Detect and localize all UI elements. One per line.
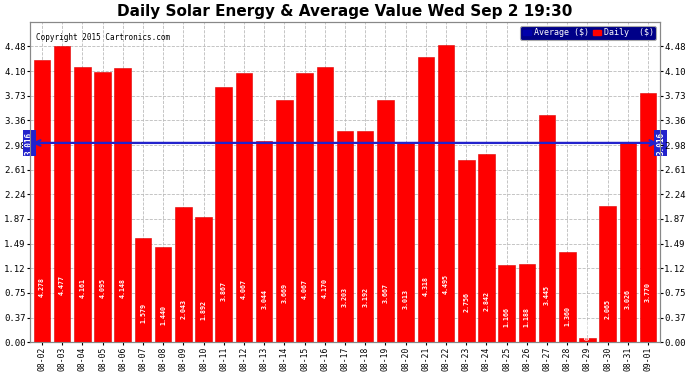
Bar <box>256 141 273 342</box>
Bar <box>377 100 394 342</box>
Text: 0.060: 0.060 <box>584 320 591 340</box>
Text: 3.013: 3.013 <box>402 289 408 309</box>
Text: 4.067: 4.067 <box>302 279 308 298</box>
Bar <box>95 72 111 342</box>
Text: 3.669: 3.669 <box>282 283 288 303</box>
Text: 2.756: 2.756 <box>463 292 469 312</box>
Bar <box>115 68 131 342</box>
Bar <box>498 265 515 342</box>
Text: 2.842: 2.842 <box>484 291 489 311</box>
Bar <box>215 87 232 342</box>
Legend: Average ($), Daily  ($): Average ($), Daily ($) <box>520 26 656 40</box>
Bar <box>417 57 434 342</box>
Text: 4.170: 4.170 <box>322 278 328 298</box>
Bar <box>579 338 595 342</box>
Bar <box>357 131 373 342</box>
Bar <box>135 238 151 342</box>
Text: 1.579: 1.579 <box>140 303 146 323</box>
Text: 1.892: 1.892 <box>201 300 206 320</box>
Bar <box>337 130 353 342</box>
Text: 2.043: 2.043 <box>180 299 186 319</box>
Bar <box>458 160 475 342</box>
Text: 1.188: 1.188 <box>524 307 530 327</box>
Bar <box>155 247 171 342</box>
Text: 1.440: 1.440 <box>160 305 166 325</box>
Text: 3.867: 3.867 <box>221 280 227 301</box>
Text: 3.044: 3.044 <box>262 289 267 309</box>
Bar <box>478 154 495 342</box>
Bar <box>559 252 575 342</box>
Bar <box>296 74 313 342</box>
Text: 3.445: 3.445 <box>544 285 550 305</box>
Bar <box>236 74 253 342</box>
Bar <box>620 142 636 342</box>
Text: 3.667: 3.667 <box>382 283 388 303</box>
Bar <box>34 60 50 342</box>
Text: 4.161: 4.161 <box>79 278 86 298</box>
Text: 4.095: 4.095 <box>99 278 106 298</box>
Bar <box>54 46 70 342</box>
Bar <box>276 100 293 342</box>
Text: 3.026: 3.026 <box>625 289 631 309</box>
Bar <box>539 115 555 342</box>
Title: Daily Solar Energy & Average Value Wed Sep 2 19:30: Daily Solar Energy & Average Value Wed S… <box>117 4 573 19</box>
Text: 4.495: 4.495 <box>443 274 449 294</box>
Text: 2.065: 2.065 <box>604 298 611 318</box>
Bar <box>195 217 212 342</box>
Bar <box>317 67 333 342</box>
Text: 4.278: 4.278 <box>39 277 45 297</box>
Bar <box>437 45 454 342</box>
Bar <box>74 67 90 342</box>
Text: 4.148: 4.148 <box>120 278 126 298</box>
Text: 4.067: 4.067 <box>241 279 247 298</box>
Text: 1.166: 1.166 <box>504 308 510 327</box>
Bar <box>175 207 192 342</box>
Text: 3.016: 3.016 <box>25 131 34 154</box>
Text: Copyright 2015 Cartronics.com: Copyright 2015 Cartronics.com <box>36 33 170 42</box>
Text: 1.360: 1.360 <box>564 306 570 326</box>
Bar <box>397 143 414 342</box>
Bar <box>600 206 616 342</box>
Text: 4.318: 4.318 <box>423 276 428 296</box>
Text: 3.192: 3.192 <box>362 287 368 308</box>
Text: 3.770: 3.770 <box>645 282 651 302</box>
Bar <box>640 93 656 342</box>
Text: 4.477: 4.477 <box>59 274 65 295</box>
Text: 3.016: 3.016 <box>656 131 665 154</box>
Text: 3.203: 3.203 <box>342 287 348 307</box>
Bar <box>519 264 535 342</box>
